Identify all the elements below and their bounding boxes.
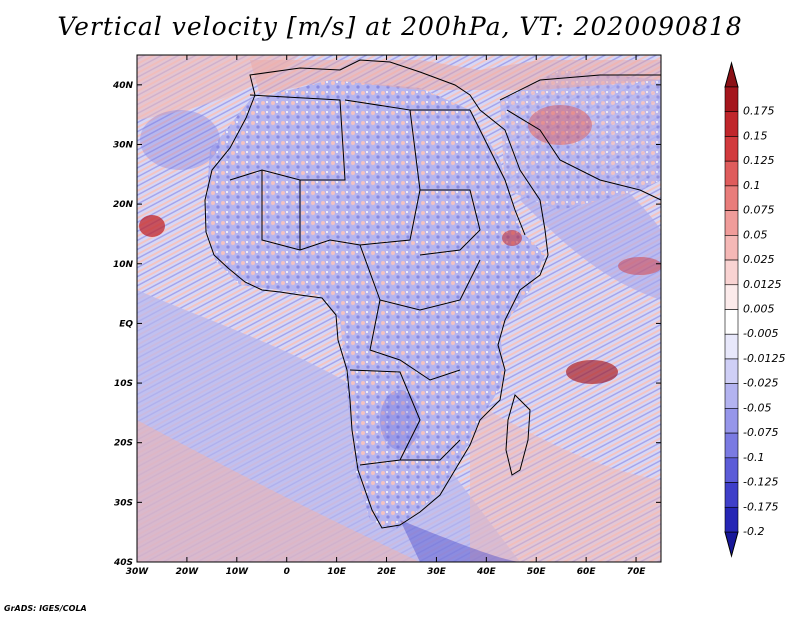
lon-tick-label: 30W [126, 567, 150, 577]
colorbar-swatch [724, 309, 739, 335]
lon-tick-label: 60E [577, 567, 597, 577]
lon-tick-label: 40E [476, 567, 497, 577]
colorbar-label: 0.15 [743, 129, 768, 142]
colorbar-swatch [724, 333, 739, 360]
colorbar-label: 0.125 [743, 154, 775, 167]
colorbar-swatch [724, 160, 739, 187]
colorbar-label: -0.075 [743, 426, 778, 439]
colorbar-label: -0.2 [743, 525, 764, 538]
colorbar-label: 0.175 [743, 105, 775, 118]
lat-tick-label: 20S [114, 439, 133, 449]
lon-tick-label: 20E [377, 567, 397, 577]
longitude-axis: 30W 20W 10W 0 10E 20E 30E 40E 50E 60E 70E [126, 55, 646, 577]
lat-tick-label: 10N [113, 260, 134, 270]
lat-tick-label: 20N [113, 200, 134, 210]
colorbar-swatch [724, 432, 739, 459]
colorbar-label: -0.1 [743, 451, 764, 464]
colorbar-label: 0.05 [743, 228, 768, 241]
colorbar-swatch [724, 259, 739, 286]
lon-tick-label: 10E [327, 567, 347, 577]
colorbar-swatch [724, 482, 739, 508]
velocity-field [137, 55, 661, 562]
lat-tick-label: 40S [113, 558, 133, 568]
colorbar-swatch [724, 86, 739, 113]
colorbar-label: 0.025 [743, 253, 775, 266]
lon-tick-label: 10W [226, 567, 250, 577]
colorbar-top-arrow [724, 61, 739, 88]
colorbar-label: 0.005 [743, 303, 775, 316]
colorbar-label: -0.175 [743, 500, 778, 513]
colorbar-label: -0.025 [743, 377, 778, 390]
lon-tick-label: 20W [176, 567, 200, 577]
colorbar-swatch [724, 185, 739, 211]
lat-tick-label: EQ [119, 319, 133, 329]
colorbar-swatch [724, 111, 739, 137]
colorbar-label: 0.0125 [743, 278, 782, 291]
colorbar-label: -0.0125 [743, 352, 785, 365]
plot-frame [136, 54, 662, 563]
lon-tick-label: 70E [627, 567, 647, 577]
colorbar-label: -0.05 [743, 401, 771, 414]
colorbar-swatch [724, 383, 739, 409]
lat-tick-label: 30N [113, 140, 134, 150]
colorbar-label: -0.125 [743, 476, 778, 489]
colorbar-label: 0.075 [743, 204, 775, 217]
colorbar-swatch [724, 358, 739, 384]
map-title: Vertical velocity [m/s] at 200hPa, VT: 2… [57, 12, 743, 41]
colorbar-label: 0.1 [743, 179, 761, 192]
colorbar-bottom-arrow [724, 531, 739, 558]
lon-tick-label: 0 [284, 567, 290, 577]
colorbar-swatch [724, 284, 739, 310]
colorbar-swatch [724, 210, 739, 236]
colorbar-swatch [724, 457, 739, 483]
lat-tick-label: 30S [114, 498, 133, 508]
lat-tick-label: 40N [112, 81, 134, 91]
colorbar-swatch [724, 408, 739, 434]
latitude-axis: 40N 30N 20N 10N EQ 10S 20S 30S 40S [112, 81, 661, 568]
lon-tick-label: 50E [527, 567, 547, 577]
coastlines [204, 59, 662, 529]
colorbar: 0.175 0.15 0.125 0.1 0.075 0.05 0.025 0.0125 0.0… [724, 61, 785, 558]
lon-tick-label: 30E [427, 567, 447, 577]
colorbar-swatch [724, 506, 739, 533]
colorbar-swatch [724, 235, 739, 261]
colorbar-swatch [724, 136, 739, 162]
grads-credit: GrADS: IGES/COLA [4, 604, 87, 613]
colorbar-label: -0.005 [743, 327, 778, 340]
lat-tick-label: 10S [114, 379, 133, 389]
